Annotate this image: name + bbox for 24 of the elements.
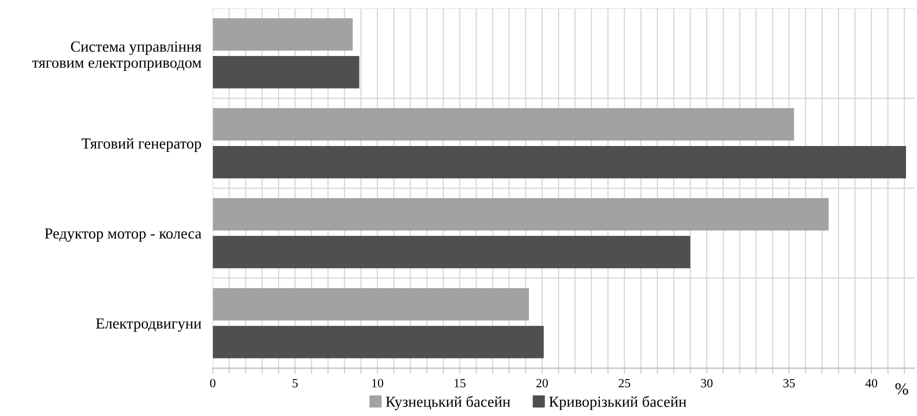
bar [212, 198, 829, 231]
bar [212, 146, 906, 178]
x-tick-label: 35 [783, 378, 795, 388]
bar [212, 18, 353, 51]
y-tick-label: Електродвигуни [96, 318, 202, 332]
y-tick-label: Тяговий генератор [82, 138, 202, 152]
legend-label: Криворізький басейн [549, 396, 686, 410]
bar [212, 108, 794, 141]
bar [212, 326, 544, 358]
x-tick-label: 5 [292, 379, 298, 388]
y-tick-label: Система управління тяговим електроприводом [32, 42, 202, 71]
x-tick-label: 25 [618, 378, 630, 388]
x-tick-label: 0 [210, 378, 216, 388]
bar [212, 288, 529, 320]
bar [212, 56, 360, 88]
x-tick-label: 30 [701, 378, 713, 388]
x-tick-label: 40 [865, 378, 878, 388]
legend-label: Кузнецький басейн [386, 396, 510, 410]
x-tick-label: 20 [536, 378, 548, 388]
bar [212, 236, 690, 268]
x-tick-label: 10 [372, 378, 384, 388]
y-tick-label: Редуктор мотор - колеса [44, 228, 202, 242]
x-axis-title: % [895, 383, 908, 395]
x-tick-label: 15 [454, 379, 466, 388]
